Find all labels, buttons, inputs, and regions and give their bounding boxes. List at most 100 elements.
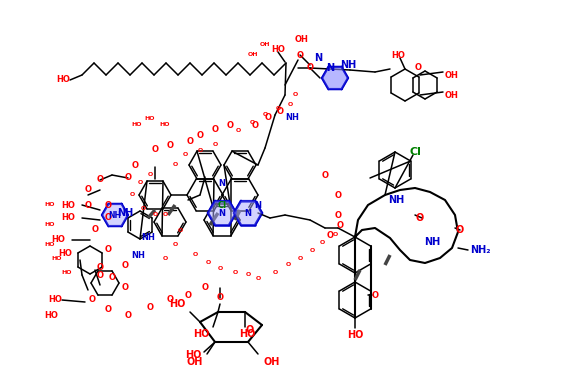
Text: O: O [172, 163, 177, 168]
Text: O: O [321, 171, 328, 179]
Text: N: N [218, 179, 225, 187]
Text: NH: NH [117, 208, 133, 218]
Text: O: O [131, 160, 138, 169]
Text: O: O [198, 147, 203, 152]
Text: HO: HO [131, 122, 142, 128]
Text: O: O [217, 293, 223, 302]
Text: HO: HO [51, 236, 65, 244]
Text: OH: OH [260, 43, 270, 48]
Text: O: O [372, 290, 378, 299]
Text: O: O [285, 263, 291, 268]
Text: O: O [146, 304, 153, 312]
Text: NH: NH [108, 211, 122, 220]
Text: O: O [108, 274, 116, 282]
Text: O: O [92, 225, 98, 234]
Text: O: O [166, 141, 173, 149]
Text: OH: OH [263, 357, 279, 367]
Text: O: O [232, 269, 238, 274]
Text: O: O [130, 193, 135, 198]
Text: HO: HO [145, 116, 155, 120]
Text: O: O [187, 138, 194, 147]
Text: O: O [89, 296, 96, 304]
Polygon shape [234, 201, 262, 225]
Text: HO: HO [56, 76, 70, 84]
Text: HO: HO [169, 299, 185, 309]
Text: O: O [162, 255, 168, 261]
Text: O: O [309, 247, 314, 252]
Text: NH: NH [141, 233, 155, 242]
Text: NH: NH [424, 237, 440, 247]
Text: O: O [122, 283, 128, 293]
Text: O: O [177, 228, 183, 233]
Text: HO: HO [44, 223, 55, 228]
Text: O: O [276, 108, 283, 117]
Text: HO: HO [61, 201, 75, 209]
Text: OH: OH [248, 52, 258, 57]
Text: O: O [122, 261, 128, 269]
Text: HO: HO [58, 249, 72, 258]
Text: HO: HO [48, 296, 62, 304]
Text: O: O [183, 152, 188, 157]
Text: O: O [104, 214, 112, 223]
Text: O: O [162, 212, 168, 217]
Text: O: O [85, 185, 92, 195]
Text: O: O [211, 125, 218, 135]
Text: NH: NH [285, 114, 299, 122]
Text: HO: HO [44, 242, 55, 247]
Text: HO: HO [185, 350, 202, 360]
Text: O: O [263, 112, 268, 117]
Text: O: O [252, 120, 259, 130]
Text: O: O [196, 130, 203, 139]
Text: O: O [184, 290, 191, 299]
Text: N: N [244, 209, 252, 217]
Text: N: N [314, 53, 322, 63]
Text: HO: HO [391, 51, 405, 60]
Text: HO: HO [347, 330, 363, 340]
Text: N: N [326, 63, 334, 73]
Text: O: O [85, 201, 92, 209]
Text: O: O [415, 63, 422, 73]
Text: HO: HO [44, 203, 55, 207]
Text: O: O [306, 63, 313, 73]
Text: O: O [217, 266, 223, 271]
Text: O: O [249, 119, 255, 125]
Text: O: O [97, 263, 104, 272]
Text: Cl: Cl [409, 147, 421, 157]
Text: O: O [151, 146, 158, 155]
Text: OH: OH [187, 357, 203, 367]
Text: HO: HO [239, 329, 255, 339]
Text: O: O [202, 283, 209, 293]
Text: O: O [141, 206, 146, 211]
Text: Cl: Cl [217, 201, 226, 209]
Text: O: O [147, 173, 153, 177]
Text: HO: HO [271, 46, 285, 54]
Text: O: O [236, 128, 241, 133]
Text: O: O [335, 190, 342, 200]
Text: NH: NH [131, 250, 145, 260]
Polygon shape [102, 204, 128, 226]
Text: O: O [124, 174, 131, 182]
Polygon shape [208, 201, 236, 225]
Text: HO: HO [61, 214, 75, 223]
Text: O: O [255, 276, 260, 280]
Text: O: O [97, 271, 104, 280]
Polygon shape [322, 67, 348, 89]
Text: O: O [213, 142, 218, 147]
Text: O: O [153, 212, 158, 217]
Text: O: O [416, 213, 424, 223]
Text: OH: OH [445, 71, 459, 79]
Text: NH: NH [340, 60, 356, 70]
Text: OH: OH [295, 35, 309, 44]
Text: HO: HO [160, 122, 170, 128]
Text: O: O [166, 296, 173, 304]
Text: O: O [272, 269, 278, 274]
Text: HO: HO [44, 310, 58, 320]
Text: N: N [255, 201, 262, 209]
Text: O: O [246, 325, 254, 335]
Text: O: O [104, 306, 112, 315]
Text: O: O [206, 260, 211, 264]
Text: N: N [218, 209, 225, 217]
Text: O: O [327, 231, 334, 239]
Text: O: O [104, 201, 112, 209]
Text: O: O [226, 120, 233, 130]
